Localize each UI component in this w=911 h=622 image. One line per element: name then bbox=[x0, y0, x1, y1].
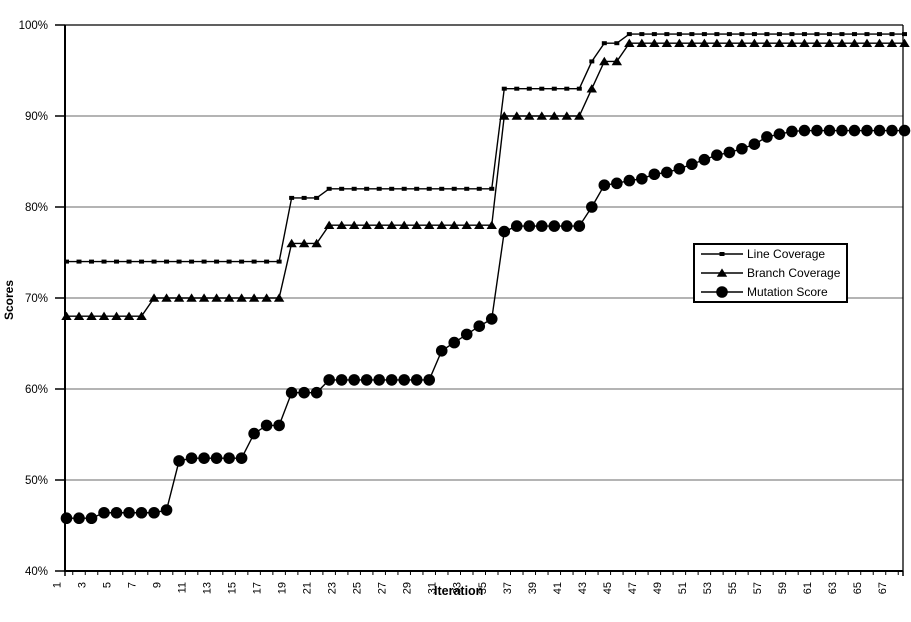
x-axis-label: 23 bbox=[327, 582, 339, 594]
x-axis-label: 25 bbox=[352, 582, 364, 594]
series-branch-coverage bbox=[61, 38, 910, 320]
x-axis-label: 29 bbox=[402, 582, 414, 594]
x-axis-label: 33 bbox=[452, 582, 464, 594]
legend-entry-line-coverage: Line Coverage bbox=[700, 245, 846, 264]
x-axis-label: 49 bbox=[652, 582, 664, 594]
x-axis-label: 39 bbox=[527, 582, 539, 594]
y-axis-label: 50% bbox=[25, 475, 48, 487]
legend: Line Coverage Branch Coverage Mutation S… bbox=[693, 243, 848, 303]
y-axis-label: 60% bbox=[25, 384, 48, 396]
legend-entry-branch-coverage: Branch Coverage bbox=[700, 264, 846, 283]
y-axis-label: 70% bbox=[25, 293, 48, 305]
x-axis-label: 59 bbox=[777, 582, 789, 594]
x-axis-label: 9 bbox=[152, 582, 164, 588]
x-axis-label: 45 bbox=[602, 582, 614, 594]
x-axis-title: Iteration bbox=[434, 584, 484, 598]
x-axis-label: 3 bbox=[77, 582, 89, 588]
x-axis-label: 51 bbox=[677, 582, 689, 594]
x-axis-label: 55 bbox=[727, 582, 739, 594]
axis-tick-labels: 40%50%60%70%80%90%100%1 3 5 7 9 11 13 15 17 19 21 2… bbox=[19, 20, 889, 594]
x-axis-label: 1 bbox=[52, 582, 64, 588]
legend-label-branch-coverage: Branch Coverage bbox=[747, 266, 841, 280]
line-coverage-marker-icon bbox=[701, 252, 743, 257]
x-axis-label: 15 bbox=[227, 582, 239, 594]
x-axis-label: 57 bbox=[752, 582, 764, 594]
legend-label-line-coverage: Line Coverage bbox=[747, 247, 826, 262]
x-axis-label: 47 bbox=[627, 582, 639, 594]
x-axis-label: 37 bbox=[502, 582, 514, 594]
y-axis-label: 100% bbox=[19, 20, 48, 32]
y-axis-label: 40% bbox=[25, 566, 48, 578]
series bbox=[60, 32, 911, 525]
x-axis-label: 53 bbox=[702, 582, 714, 594]
x-axis-label: 35 bbox=[477, 582, 489, 594]
x-axis-label: 31 bbox=[427, 582, 439, 594]
legend-entry-mutation-score: Mutation Score bbox=[700, 282, 846, 301]
x-axis-label: 65 bbox=[852, 582, 864, 594]
x-axis-label: 27 bbox=[377, 582, 389, 594]
x-axis-label: 13 bbox=[202, 582, 214, 594]
series-mutation-score bbox=[60, 124, 911, 525]
x-axis-label: 43 bbox=[577, 582, 589, 594]
legend-label-mutation-score: Mutation Score bbox=[747, 284, 828, 299]
series-line-coverage bbox=[64, 32, 907, 264]
x-axis-label: 17 bbox=[252, 582, 264, 594]
axes bbox=[55, 24, 904, 576]
x-axis-label: 5 bbox=[102, 582, 114, 588]
x-axis-label: 21 bbox=[302, 582, 314, 594]
y-axis-label: 80% bbox=[25, 202, 48, 214]
x-axis-label: 63 bbox=[827, 582, 839, 594]
x-axis-label: 67 bbox=[877, 582, 889, 594]
x-axis-label: 11 bbox=[177, 582, 189, 593]
mutation-score-marker-icon bbox=[701, 285, 743, 298]
x-axis-label: 61 bbox=[802, 582, 814, 594]
x-axis-label: 41 bbox=[552, 582, 564, 594]
y-axis-label: 90% bbox=[25, 111, 48, 123]
y-axis-title: Scores bbox=[2, 279, 16, 321]
branch-coverage-marker-icon bbox=[701, 268, 743, 277]
x-axis-label: 19 bbox=[277, 582, 289, 594]
x-axis-label: 7 bbox=[127, 582, 139, 588]
